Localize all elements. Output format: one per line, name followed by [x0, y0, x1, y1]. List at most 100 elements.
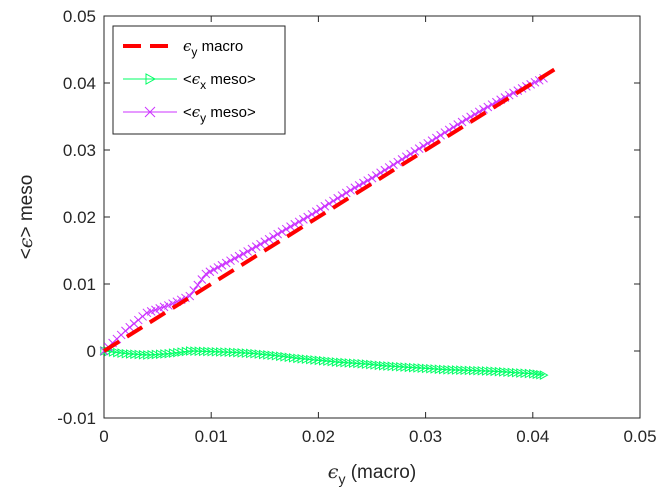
legend-label-part: <	[183, 71, 192, 88]
series-1-marker	[280, 351, 290, 362]
series-2-marker-stroke-b	[530, 77, 540, 87]
series-2-marker-stroke-b	[376, 168, 385, 178]
series-1-marker	[451, 365, 461, 375]
series-2-marker-stroke-b	[294, 217, 304, 227]
legend-label: <ϵx meso>	[183, 70, 256, 92]
series-2-marker-stroke-b	[239, 249, 248, 259]
series-2-marker	[461, 115, 471, 124]
series-2-marker	[226, 256, 235, 266]
series-1-marker	[447, 365, 457, 375]
series-1-marker	[284, 352, 294, 363]
series-2-marker	[234, 251, 244, 261]
series-1-marker	[318, 355, 328, 366]
series-2-marker-stroke-b	[350, 183, 360, 193]
series-1-marker	[443, 364, 453, 375]
series-layer	[99, 64, 561, 380]
series-2-marker	[333, 193, 343, 203]
series-2-marker-stroke-b	[427, 136, 437, 145]
series-2-marker-stroke-b	[168, 299, 177, 308]
series-2-marker-stroke-b	[341, 188, 351, 198]
series-1-marker	[207, 346, 217, 357]
series-1-marker	[477, 365, 487, 376]
series-1-marker	[306, 354, 315, 365]
x-tick-label: 0.03	[409, 427, 442, 446]
series-0	[102, 64, 561, 353]
series-2-marker-stroke-b	[474, 107, 484, 117]
x-axis-label: ϵy (macro)	[328, 461, 416, 487]
series-2-marker	[393, 157, 403, 167]
series-1-marker	[121, 348, 131, 359]
series-2-marker-stroke-b	[470, 110, 480, 119]
series-2-marker	[256, 239, 265, 249]
y-tick-label: 0.01	[63, 275, 96, 294]
series-2-marker-stroke-b	[414, 144, 424, 154]
series-1-marker	[276, 351, 285, 362]
legend-label-part: meso>	[206, 104, 256, 121]
series-2-marker-stroke-b	[281, 224, 291, 234]
series-2-marker-stroke-b	[453, 120, 463, 129]
series-1-marker	[426, 363, 435, 374]
series-1-marker	[460, 365, 470, 376]
legend-item: <ϵx meso>	[123, 70, 256, 92]
series-2-marker-stroke-b	[363, 176, 373, 185]
series-1-marker	[164, 348, 174, 359]
series-2-marker-stroke-b	[163, 301, 173, 310]
series-2-marker-stroke-b	[367, 173, 377, 183]
series-2-marker-stroke-b	[260, 237, 270, 247]
series-2-marker-stroke-b	[303, 212, 313, 222]
series-1-marker	[267, 350, 277, 361]
series-2-marker-stroke-b	[243, 247, 253, 256]
series-2-marker	[324, 199, 334, 208]
series-2-marker	[264, 234, 274, 244]
series-2-marker	[367, 173, 377, 183]
series-1-marker	[198, 346, 208, 357]
series-2-marker-stroke-b	[449, 122, 458, 132]
series-2-marker-stroke-b	[380, 165, 390, 175]
series-1-marker	[499, 367, 508, 377]
series-2-marker-stroke-b	[466, 112, 475, 122]
series-1-marker	[417, 363, 427, 374]
series-2-marker-stroke-b	[189, 286, 199, 295]
series-2-marker	[260, 237, 270, 247]
series-2-marker	[307, 209, 317, 219]
series-2-marker	[320, 201, 330, 211]
series-2-marker	[205, 267, 215, 277]
series-1-marker	[434, 364, 444, 375]
legend-marker	[145, 73, 157, 85]
series-2-marker-stroke-b	[264, 234, 274, 244]
series-2-marker-stroke-b	[457, 117, 467, 127]
series-1-marker	[216, 347, 225, 357]
series-1-marker	[173, 347, 182, 358]
series-2-marker-stroke-b	[431, 133, 441, 143]
series-1-marker	[383, 361, 393, 371]
series-1-marker	[138, 349, 148, 360]
series-1-marker	[409, 362, 418, 373]
series-2-marker-stroke-b	[329, 196, 338, 206]
series-1-marker	[271, 350, 281, 361]
series-1-marker	[203, 346, 212, 357]
series-1-marker	[314, 355, 324, 366]
series-2-marker-stroke-b	[213, 263, 223, 272]
y-tick-label: 0.03	[63, 141, 96, 160]
series-1-marker	[156, 349, 165, 360]
series-1-marker	[134, 349, 144, 360]
series-2-marker-stroke-b	[423, 138, 433, 148]
series-1-marker	[396, 361, 405, 372]
series-1-marker	[233, 347, 242, 358]
series-2-marker	[530, 77, 540, 87]
legend-item: <ϵy meso>	[123, 103, 256, 125]
x-tick-label: 0	[99, 427, 108, 446]
series-2-marker-stroke-b	[371, 171, 381, 180]
series-2-marker	[209, 265, 219, 274]
series-1-marker	[293, 353, 302, 364]
legend-label-part: macro	[197, 38, 243, 55]
series-2-marker	[277, 227, 287, 236]
legend-box	[112, 25, 286, 135]
y-axis-label-post: > meso	[16, 175, 37, 238]
series-1-marker	[211, 346, 221, 357]
series-1-marker	[379, 360, 388, 371]
series-1-marker	[301, 354, 311, 365]
series-line-0	[102, 64, 561, 353]
series-2-marker-stroke-b	[307, 209, 317, 219]
series-1-marker	[297, 353, 307, 364]
